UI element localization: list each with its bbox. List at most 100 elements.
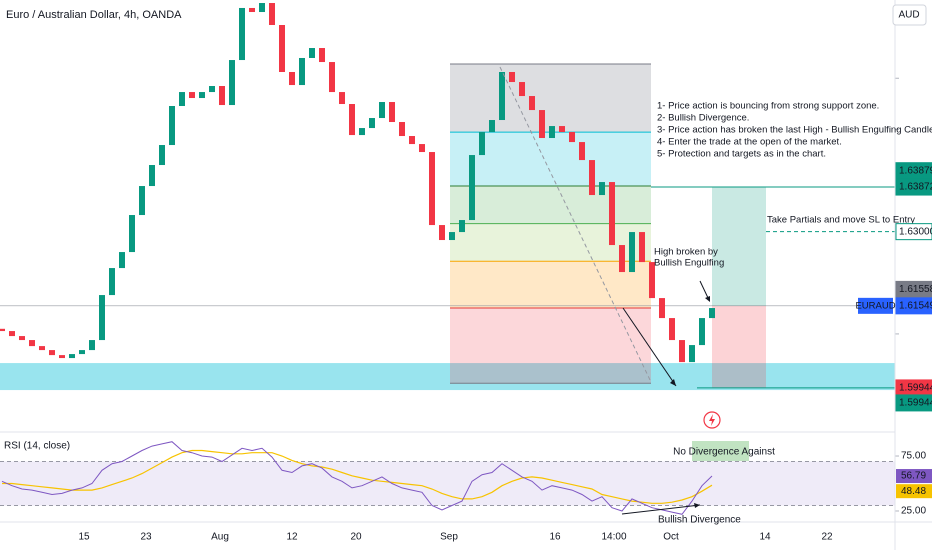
arrow-line <box>699 280 710 301</box>
candle-body <box>489 120 495 133</box>
candle-body <box>419 144 425 153</box>
price-label: 1.63872 <box>899 182 932 193</box>
price-label: 1.63879 <box>899 165 932 176</box>
fib-band <box>450 223 651 262</box>
candles <box>0 3 715 515</box>
candle-body <box>619 245 625 273</box>
price-label-box <box>895 223 932 241</box>
rsi-value-box <box>896 469 932 484</box>
candle-body <box>339 92 345 105</box>
event-icon[interactable] <box>703 411 721 429</box>
candle-body <box>689 345 695 363</box>
candle-body <box>309 48 315 58</box>
stop-zone <box>712 305 766 388</box>
candle-body <box>259 3 265 13</box>
price-label: 1.59944 <box>899 398 932 409</box>
candle-body <box>129 215 135 253</box>
note: 3- Price action has broken the last High… <box>657 125 932 136</box>
candle-body <box>579 142 585 161</box>
fib-band <box>450 261 651 308</box>
rsi-band <box>0 461 895 506</box>
candle-body <box>399 122 405 137</box>
candle-body <box>29 340 35 347</box>
symbol-tag <box>858 297 893 314</box>
candle-body <box>459 220 465 233</box>
candle-body <box>199 92 205 99</box>
arrow-head <box>705 296 710 302</box>
candle-body <box>439 225 445 241</box>
x-tick-label: 14 <box>759 532 771 543</box>
candle-body <box>119 252 125 269</box>
candle-body <box>189 92 195 99</box>
candle-body <box>559 126 565 133</box>
candle-body <box>229 60 235 106</box>
candle-body <box>479 132 485 156</box>
candle-body <box>179 92 185 107</box>
candle-body <box>499 72 505 121</box>
no-divergence-note: No Divergence Against <box>673 447 775 458</box>
rsi-ma-line <box>2 449 713 504</box>
candle-body <box>209 86 215 93</box>
candle-body <box>159 145 165 166</box>
candle-body <box>59 355 65 359</box>
candle-body <box>49 350 55 356</box>
divergence-line <box>621 504 701 515</box>
candle-body <box>679 340 685 363</box>
candle-body <box>569 132 575 143</box>
rsi-label: RSI (14, close) <box>4 441 70 452</box>
symbol-label: EURAUD <box>855 300 895 311</box>
candle-body <box>109 268 115 296</box>
candle-body <box>149 165 155 187</box>
x-tick-label: 22 <box>821 532 833 543</box>
candle-body <box>659 298 665 319</box>
candle-body <box>649 262 655 299</box>
candle-body <box>219 86 225 106</box>
chart-title: Euro / Australian Dollar, 4h, OANDA <box>6 9 182 21</box>
candle-body <box>709 308 715 319</box>
x-tick-label: 14:00 <box>601 532 626 543</box>
fib-band <box>450 307 651 384</box>
currency-box[interactable] <box>892 4 927 26</box>
x-tick-label: 15 <box>78 532 90 543</box>
currency: AUD <box>898 10 919 21</box>
candle-body <box>639 232 645 263</box>
arrow-head <box>670 379 676 386</box>
x-tick-label: Sep <box>440 532 458 543</box>
note: 4- Enter the trade at the open of the ma… <box>657 137 842 148</box>
candle-body <box>239 7 245 61</box>
candle-body <box>269 3 275 26</box>
candle-body <box>389 102 395 123</box>
rsi-value-label: 56.79 <box>901 471 926 482</box>
rsi-tick-label: 75.00 <box>901 451 926 462</box>
candle-body <box>19 336 25 341</box>
note: 1- Price action is bouncing from strong … <box>657 101 879 112</box>
price-label: 1.59944 <box>899 383 932 394</box>
note: 5- Protection and targets as in the char… <box>657 149 826 160</box>
candle-body <box>699 318 705 346</box>
candle-body <box>279 25 285 72</box>
price-label-box <box>895 394 932 412</box>
x-tick-label: Aug <box>211 532 229 543</box>
candle-body <box>589 160 595 196</box>
note: 2- Bullish Divergence. <box>657 113 749 124</box>
x-tick-label: Oct <box>663 532 679 543</box>
candle-body <box>289 72 295 86</box>
candle-body <box>469 155 475 221</box>
candle-body <box>429 152 435 226</box>
candle-body <box>89 340 95 351</box>
candle-body <box>39 346 45 351</box>
fib-band <box>450 64 651 133</box>
candle-body <box>139 186 145 216</box>
price-label: 1.61549 <box>899 300 932 311</box>
candle-body <box>609 182 615 246</box>
candle-body <box>79 350 85 355</box>
candle-body <box>69 354 75 359</box>
candle-body <box>359 128 365 136</box>
candle-body <box>449 232 455 241</box>
candle-body <box>9 331 15 337</box>
candle-body <box>599 182 605 196</box>
break-note: Bullish Engulfing <box>654 258 724 269</box>
divergence-note: Bullish Divergence <box>658 515 741 526</box>
